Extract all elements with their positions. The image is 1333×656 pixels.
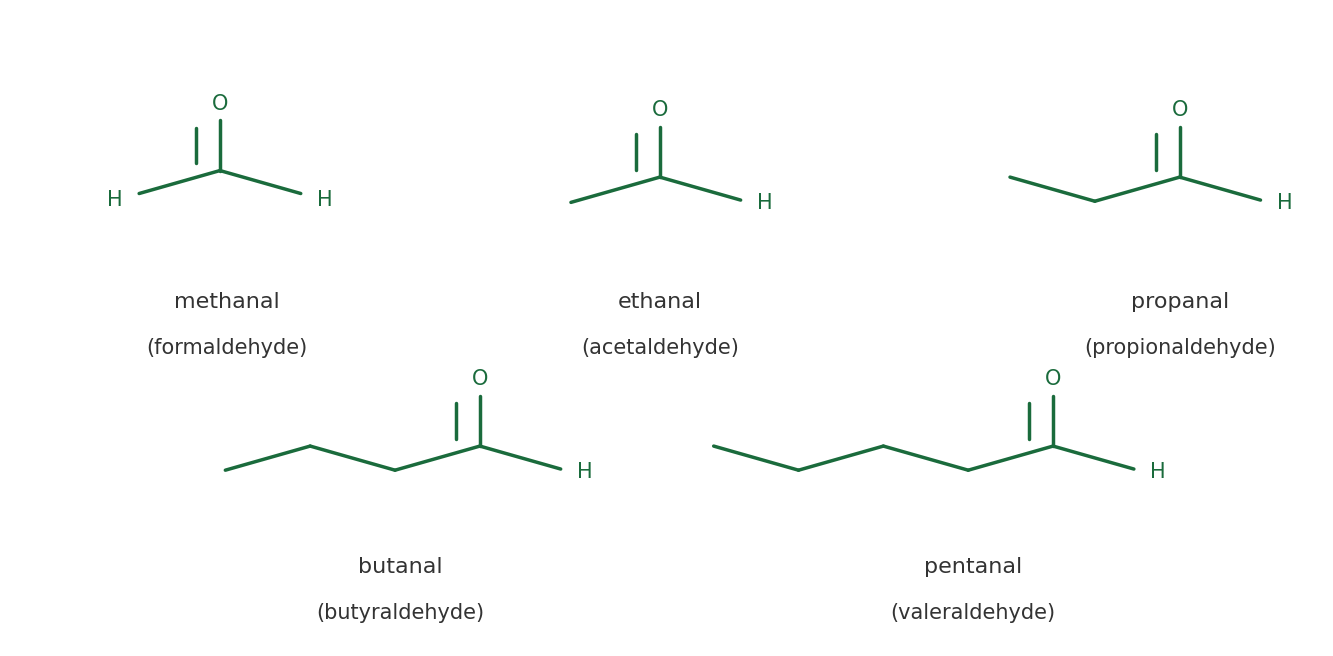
Text: (acetaldehyde): (acetaldehyde)	[581, 338, 738, 358]
Text: (propionaldehyde): (propionaldehyde)	[1084, 338, 1276, 358]
Text: butanal: butanal	[357, 558, 443, 577]
Text: H: H	[317, 190, 332, 210]
Text: propanal: propanal	[1130, 292, 1229, 312]
Text: (valeraldehyde): (valeraldehyde)	[890, 604, 1056, 623]
Text: (formaldehyde): (formaldehyde)	[147, 338, 307, 358]
Text: (butyraldehyde): (butyraldehyde)	[316, 604, 484, 623]
Text: O: O	[212, 94, 228, 113]
Text: H: H	[757, 194, 772, 213]
Text: O: O	[1045, 369, 1061, 389]
Text: H: H	[108, 190, 123, 210]
Text: H: H	[1277, 194, 1292, 213]
Text: pentanal: pentanal	[924, 558, 1022, 577]
Text: ethanal: ethanal	[617, 292, 702, 312]
Text: H: H	[577, 462, 592, 482]
Text: O: O	[652, 100, 668, 120]
Text: H: H	[1150, 462, 1165, 482]
Text: methanal: methanal	[173, 292, 280, 312]
Text: O: O	[1172, 100, 1188, 120]
Text: O: O	[472, 369, 488, 389]
